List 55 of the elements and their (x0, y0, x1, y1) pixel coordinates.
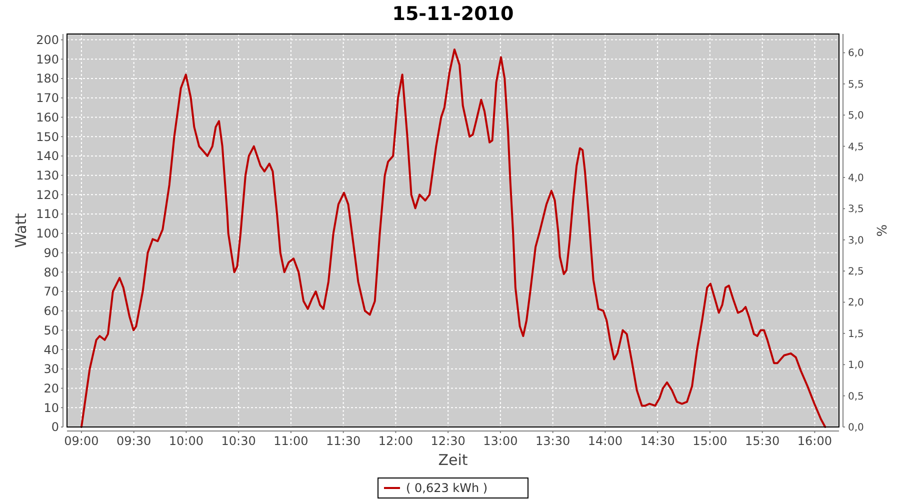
x-tick-label: 16:00 (797, 434, 832, 448)
y-tick-label: 180 (36, 72, 59, 86)
y2-tick-label: 3,5 (848, 204, 864, 216)
x-tick-label: 10:00 (168, 434, 204, 448)
y-axis-title: Watt (12, 212, 30, 248)
y-tick-label: 190 (36, 52, 59, 66)
y2-tick-label: 3,0 (848, 235, 864, 246)
x-tick-label: 12:30 (430, 434, 466, 448)
x-tick-label: 14:30 (640, 434, 675, 448)
y-tick-label: 10 (44, 400, 59, 415)
x-tick-label: 15:00 (692, 434, 728, 448)
y2-tick-label: 5,0 (848, 110, 864, 122)
y-tick-label: 100 (36, 226, 59, 241)
y2-tick-label: 0,5 (848, 391, 864, 402)
y-tick-label: 90 (44, 246, 59, 260)
y-tick-label: 80 (44, 265, 59, 280)
x-tick-label: 11:00 (274, 434, 308, 448)
y-tick-label: 60 (44, 304, 59, 318)
x-tick-label: 14:00 (588, 434, 622, 448)
y-tick-label: 70 (44, 284, 59, 299)
y2-tick-label: 2,0 (848, 298, 864, 309)
y2-axis-title: % (873, 224, 888, 237)
chart-title: 15-11-2010 (392, 3, 514, 25)
y-tick-label: 120 (36, 188, 59, 202)
y2-tick-label: 4,0 (848, 172, 864, 184)
y-tick-label: 150 (36, 130, 59, 144)
line-series (80, 48, 826, 428)
y2-tick-label: 4,5 (848, 142, 864, 153)
x-tick-label: 15:30 (745, 434, 780, 448)
y-tick-label: 200 (36, 33, 59, 48)
x-tick-label: 12:00 (378, 434, 413, 448)
y-tick-label: 0 (51, 420, 59, 434)
x-tick-label: 10:30 (221, 434, 256, 448)
y-tick-label: 140 (36, 149, 59, 164)
y-tick-label: 30 (44, 362, 59, 376)
y2-tick-label: 1,5 (848, 328, 864, 340)
x-tick-label: 13:00 (483, 434, 518, 448)
legend-label: ( 0,623 kWh ) (406, 481, 488, 496)
y2-tick-label: 6,0 (848, 48, 864, 60)
y-tick-label: 160 (36, 110, 59, 124)
y-tick-label: 170 (36, 91, 59, 106)
y-tick-label: 50 (44, 323, 59, 338)
y2-tick-label: 5,5 (848, 79, 864, 90)
y-tick-label: 40 (44, 342, 59, 357)
x-tick-label: 09:30 (116, 434, 152, 448)
x-axis-title: Zeit (438, 451, 468, 469)
y2-tick-label: 2,5 (848, 266, 864, 278)
y2-tick-label: 0,0 (848, 422, 864, 434)
x-tick-label: 13:30 (536, 434, 570, 448)
x-tick-label: 11:30 (326, 434, 361, 448)
x-tick-label: 09:00 (64, 434, 99, 448)
y-tick-label: 130 (36, 168, 59, 183)
y-tick-label: 20 (44, 381, 59, 396)
y2-tick-label: 1,0 (848, 360, 864, 372)
y-tick-label: 110 (36, 207, 59, 222)
